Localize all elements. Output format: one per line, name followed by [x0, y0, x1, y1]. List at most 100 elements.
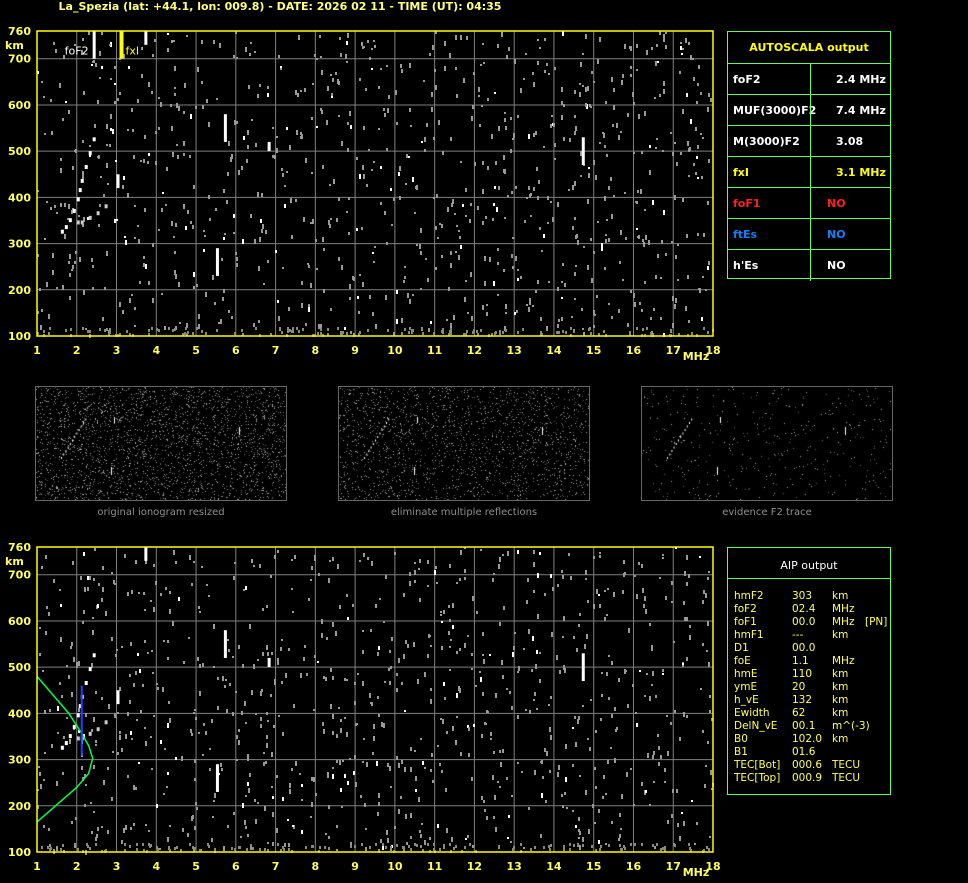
noise-dot	[373, 40, 375, 42]
noise-dot	[596, 295, 598, 298]
aip-value: 110	[792, 668, 813, 680]
noise-dot	[295, 199, 297, 202]
aip-unit: km	[832, 668, 849, 680]
noise-dot	[387, 838, 389, 843]
noise-dot	[614, 758, 616, 763]
noise-dot	[591, 845, 593, 848]
y-tick-label: 700	[8, 53, 31, 66]
aip-value: 62	[792, 707, 806, 719]
noise-dot	[100, 176, 102, 178]
noise-dot	[193, 286, 195, 289]
noise-dot	[125, 734, 127, 739]
noise-dot	[129, 700, 131, 704]
noise-dot	[414, 750, 416, 752]
noise-dot	[89, 576, 91, 580]
noise-dot	[318, 573, 320, 576]
noise-dot	[670, 722, 672, 725]
noise-dot	[263, 283, 265, 285]
noise-dot	[347, 781, 349, 785]
noise-dot	[213, 666, 215, 668]
noise-dot	[528, 186, 530, 190]
noise-dot	[253, 323, 255, 327]
noise-dot	[499, 330, 501, 333]
noise-dot	[292, 327, 294, 330]
noise-dot	[198, 324, 200, 329]
noise-dot	[500, 762, 502, 767]
echo	[223, 630, 227, 658]
noise-dot	[497, 44, 499, 48]
noise-dot	[82, 224, 84, 227]
noise-dot	[332, 622, 334, 627]
noise-dot	[288, 648, 290, 651]
noise-dot	[593, 604, 595, 609]
noise-dot	[518, 666, 520, 671]
noise-dot	[75, 817, 77, 820]
noise-dot	[674, 142, 676, 144]
trace-o-point	[76, 197, 80, 202]
noise-dot	[251, 690, 253, 695]
noise-dot	[443, 844, 445, 847]
noise-dot	[499, 750, 501, 753]
noise-dot	[305, 846, 307, 849]
noise-dot	[347, 122, 349, 125]
noise-dot	[644, 209, 646, 211]
noise-dot	[81, 50, 83, 55]
noise-dot	[135, 671, 137, 675]
noise-dot	[604, 196, 606, 201]
noise-dot	[283, 848, 285, 851]
noise-dot	[332, 676, 334, 680]
noise-dot	[78, 215, 80, 217]
noise-dot	[245, 586, 247, 590]
noise-dot	[350, 331, 352, 334]
noise-dot	[464, 569, 466, 573]
noise-dot	[46, 282, 48, 287]
noise-dot	[406, 842, 408, 845]
noise-dot	[602, 796, 604, 799]
noise-dot	[110, 78, 112, 80]
noise-dot	[62, 118, 64, 121]
noise-dot	[223, 189, 225, 193]
noise-dot	[654, 97, 656, 99]
noise-dot	[393, 332, 395, 336]
y-tick-label: 200	[8, 800, 31, 813]
noise-dot	[636, 327, 638, 330]
noise-dot	[99, 77, 101, 79]
aip-param: ymE	[734, 681, 758, 693]
noise-dot	[144, 727, 146, 729]
noise-dot	[338, 707, 340, 709]
noise-dot	[332, 774, 334, 779]
noise-dot	[44, 133, 46, 135]
noise-dot	[275, 250, 277, 253]
noise-dot	[687, 141, 689, 146]
noise-dot	[396, 290, 398, 294]
noise-dot	[664, 849, 666, 852]
noise-dot	[274, 679, 276, 684]
noise-dot	[167, 33, 169, 35]
noise-dot	[359, 78, 361, 81]
noise-dot	[308, 598, 310, 601]
noise-dot	[109, 328, 111, 331]
noise-dot	[107, 830, 109, 834]
noise-dot	[464, 547, 466, 549]
noise-dot	[499, 557, 501, 562]
noise-dot	[345, 54, 347, 59]
noise-dot	[505, 126, 507, 130]
noise-dot	[516, 310, 518, 313]
noise-dot	[705, 593, 707, 598]
noise-dot	[346, 732, 348, 737]
noise-dot	[108, 704, 110, 709]
noise-dot	[484, 281, 486, 286]
trace-x-point	[88, 731, 92, 736]
noise-dot	[452, 726, 454, 731]
noise-dot	[381, 722, 383, 727]
noise-dot	[681, 53, 683, 55]
noise-dot	[418, 568, 420, 570]
noise-dot	[52, 270, 54, 275]
noise-dot	[332, 714, 334, 719]
noise-dot	[163, 793, 165, 795]
noise-dot	[468, 727, 470, 731]
y-tick-label: 600	[8, 99, 31, 112]
noise-dot	[552, 587, 554, 591]
noise-dot	[563, 665, 565, 670]
trace-o-point	[80, 178, 84, 183]
